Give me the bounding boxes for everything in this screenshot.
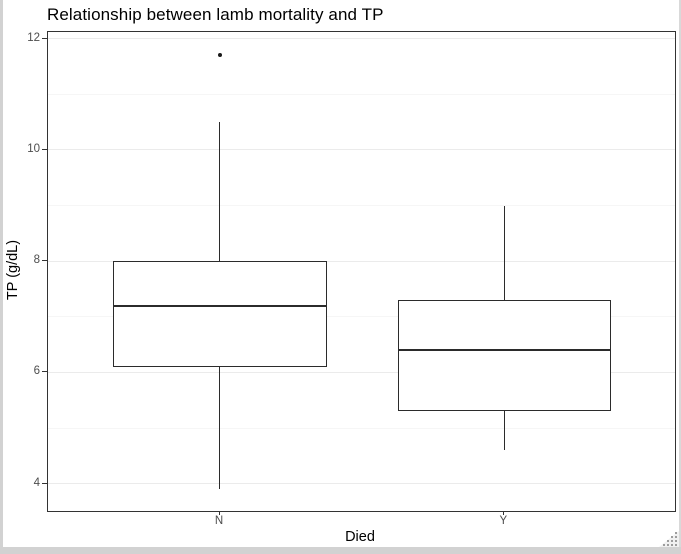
x-axis-tick [503, 511, 505, 515]
lower-whisker-N [219, 366, 221, 490]
y-axis-tick [42, 148, 47, 150]
upper-whisker-Y [503, 205, 505, 301]
y-gridline-major [48, 371, 675, 373]
y-axis-tick [42, 260, 47, 262]
x-axis-tick [218, 511, 220, 515]
x-tick-label: Y [499, 515, 508, 527]
y-gridline-minor [48, 427, 675, 429]
median-line-Y [397, 349, 612, 352]
y-tick-label: 12 [27, 31, 40, 44]
outlier-point-N [217, 53, 222, 58]
plot-panel [47, 31, 676, 512]
y-gridline-major [48, 260, 675, 262]
window-frame-left [0, 0, 3, 554]
y-gridline-major [48, 38, 675, 40]
lower-whisker-Y [503, 411, 505, 451]
y-gridline-major [48, 483, 675, 485]
y-tick-label: 10 [27, 142, 40, 155]
median-line-N [113, 304, 327, 307]
window-frame-bottom [0, 547, 681, 554]
y-tick-label: 4 [33, 476, 40, 489]
box-N [113, 261, 327, 367]
upper-whisker-N [219, 122, 221, 262]
y-gridline-minor [48, 93, 675, 95]
y-gridline-minor [48, 205, 675, 207]
y-gridline-major [48, 149, 675, 151]
y-axis-tick [42, 371, 47, 373]
x-axis-title: Died [345, 529, 375, 545]
resize-grip-icon[interactable] [658, 531, 679, 547]
y-axis-tick [42, 482, 47, 484]
window-frame-right [679, 0, 681, 554]
y-tick-label: 8 [33, 254, 40, 267]
y-gridline-minor [48, 316, 675, 318]
y-axis-tick [42, 37, 47, 39]
box-Y [397, 300, 612, 412]
y-tick-label: 6 [33, 365, 40, 378]
y-axis-title: TP (g/dL) [5, 239, 21, 301]
chart-title: Relationship between lamb mortality and … [47, 5, 384, 24]
x-tick-label: N [214, 515, 224, 527]
